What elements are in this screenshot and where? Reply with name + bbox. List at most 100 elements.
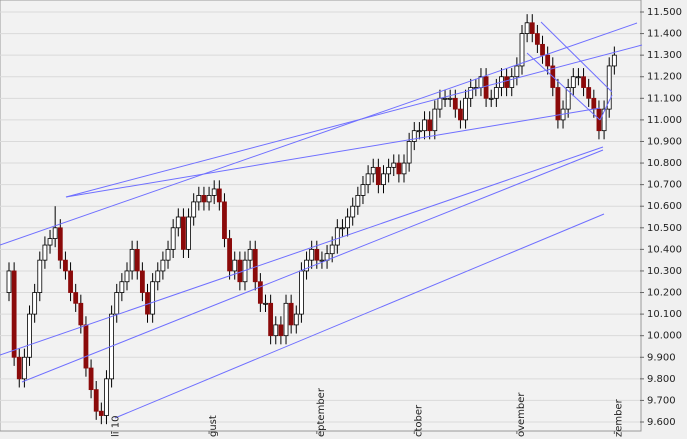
- candle-body: [278, 324, 284, 337]
- y-tick-label: 10.100: [647, 309, 682, 320]
- candle-body: [565, 87, 571, 110]
- candle-body: [427, 119, 433, 132]
- candle-body: [129, 248, 135, 272]
- candle-body: [68, 270, 73, 293]
- x-tick-label: zember: [613, 398, 624, 437]
- candle-body: [88, 367, 94, 391]
- candle-body: [555, 87, 561, 121]
- candle-body: [309, 248, 315, 261]
- candle-body: [119, 281, 125, 293]
- candle-body: [150, 281, 156, 315]
- candle-body: [299, 270, 304, 315]
- candle-body: [201, 195, 207, 203]
- candle-body: [160, 259, 166, 272]
- candle-body: [524, 22, 530, 34]
- candle-body: [611, 54, 617, 67]
- candle-body: [206, 195, 212, 203]
- candle-body: [514, 65, 520, 78]
- candle-body: [139, 270, 145, 293]
- candle-body: [447, 97, 453, 100]
- candle-body: [360, 184, 366, 196]
- candle-body: [170, 227, 176, 250]
- candle-body: [114, 292, 120, 315]
- y-tick-label: 10.200: [647, 288, 682, 299]
- trend-line: [526, 52, 601, 121]
- y-tick-label: 11.400: [647, 29, 682, 40]
- candle-body: [63, 259, 68, 272]
- candle-body: [237, 259, 243, 283]
- candle-body: [422, 119, 427, 132]
- trend-line: [540, 21, 613, 93]
- trend-line: [21, 149, 604, 383]
- candle-body: [232, 259, 238, 272]
- candle-body: [175, 216, 181, 229]
- candle-body: [211, 188, 217, 196]
- candle-body: [540, 43, 545, 56]
- candle-body: [458, 108, 463, 121]
- y-tick-label: 10.500: [647, 223, 682, 234]
- candle-body: [42, 244, 48, 261]
- x-tick-label: ctober: [413, 404, 424, 437]
- plot-area: [0, 0, 642, 432]
- candle-body: [247, 248, 253, 261]
- candle-body: [416, 130, 422, 133]
- candle-body: [52, 227, 58, 239]
- candle-body: [257, 281, 263, 304]
- x-tick-label: ovember: [516, 392, 527, 437]
- candle-body: [252, 248, 258, 283]
- candle-body: [601, 108, 607, 132]
- candle-body: [319, 259, 325, 262]
- candle-body: [545, 54, 551, 67]
- candle-body: [155, 270, 161, 283]
- candle-body: [273, 324, 279, 337]
- candle-body: [570, 76, 576, 88]
- candle-body: [468, 87, 474, 99]
- candle-body: [365, 173, 371, 186]
- y-tick-label: 11.500: [647, 7, 682, 18]
- candle-body: [370, 166, 376, 175]
- grid: [0, 11, 640, 423]
- y-tick-label: 9.900: [647, 352, 676, 363]
- candle-body: [268, 302, 274, 337]
- candle-body: [401, 162, 407, 175]
- candle-body: [27, 313, 32, 358]
- candle-body: [32, 292, 38, 315]
- candle-body: [283, 302, 289, 337]
- candle-body: [391, 162, 397, 168]
- candle-body: [586, 87, 592, 99]
- candle-body: [534, 33, 540, 45]
- candle-body: [16, 356, 22, 380]
- candle-body: [396, 162, 402, 175]
- y-tick-label: 9.600: [647, 417, 676, 428]
- candle-body: [432, 108, 438, 132]
- candle-body: [411, 130, 417, 142]
- candle-body: [345, 216, 350, 229]
- candle-body: [98, 410, 104, 416]
- candle-body: [263, 302, 268, 305]
- candle-body: [216, 188, 222, 203]
- x-tick-label: eptember: [316, 387, 327, 437]
- trend-line: [599, 94, 613, 121]
- x-tick-label: li 10: [111, 416, 122, 437]
- candle-body: [452, 97, 458, 110]
- trend-line: [65, 107, 601, 198]
- candle-body: [340, 227, 345, 230]
- y-tick-label: 10.800: [647, 158, 682, 169]
- candle-body: [493, 87, 499, 99]
- y-tick-label: 10.400: [647, 244, 682, 255]
- candle-body: [483, 76, 489, 99]
- candle-body: [37, 259, 43, 293]
- candle-body: [314, 248, 320, 261]
- candle-body: [519, 33, 525, 67]
- y-tick-label: 11.300: [647, 50, 682, 61]
- trend-line: [0, 146, 604, 356]
- y-tick-label: 10.000: [647, 331, 682, 342]
- y-tick-label: 11.100: [647, 93, 682, 104]
- y-tick-label: 10.700: [647, 180, 682, 191]
- candle-body: [386, 166, 392, 175]
- candle-body: [329, 244, 335, 255]
- candle-body: [93, 389, 99, 412]
- candle-body: [47, 238, 53, 246]
- candle-body: [165, 248, 171, 261]
